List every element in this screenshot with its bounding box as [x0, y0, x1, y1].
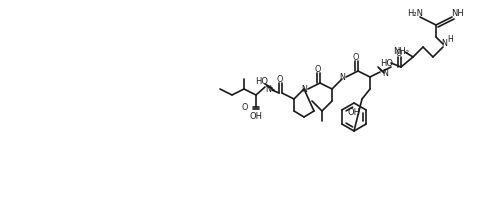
Text: O: O [353, 52, 359, 61]
Text: H₂N: H₂N [407, 9, 423, 18]
Text: O: O [315, 65, 321, 74]
Text: N: N [339, 73, 345, 82]
Text: N: N [301, 85, 307, 94]
Text: OH: OH [250, 112, 262, 121]
Text: OH: OH [347, 108, 360, 117]
Text: O: O [242, 103, 248, 112]
Text: HO: HO [381, 59, 394, 68]
Text: NH: NH [452, 9, 464, 18]
Text: N: N [441, 38, 447, 47]
Text: N: N [265, 85, 271, 94]
Text: HO: HO [256, 77, 269, 86]
Text: O: O [396, 48, 402, 57]
Text: N: N [382, 69, 388, 78]
Text: O: O [277, 75, 283, 84]
Text: NH₂: NH₂ [393, 47, 409, 56]
Text: H: H [447, 35, 453, 44]
